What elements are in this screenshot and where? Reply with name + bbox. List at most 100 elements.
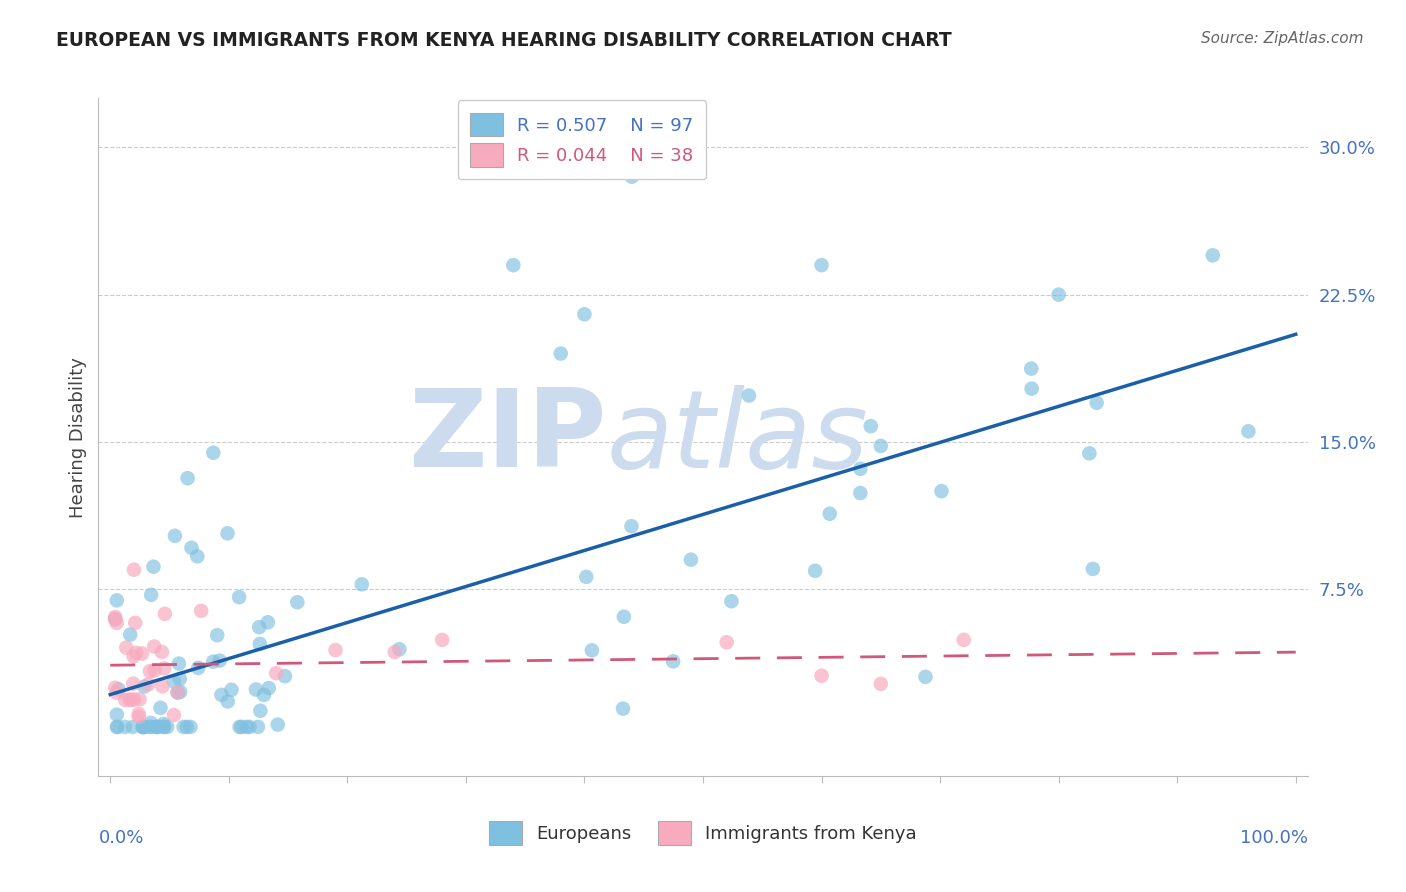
Point	[121, 720, 143, 734]
Point	[114, 693, 136, 707]
Text: EUROPEAN VS IMMIGRANTS FROM KENYA HEARING DISABILITY CORRELATION CHART: EUROPEAN VS IMMIGRANTS FROM KENYA HEARIN…	[56, 31, 952, 50]
Point	[122, 649, 145, 664]
Point	[849, 486, 872, 500]
Point	[142, 559, 165, 574]
Point	[105, 686, 128, 700]
Point	[228, 720, 250, 734]
Point	[146, 720, 169, 734]
Point	[105, 615, 128, 630]
Point	[613, 609, 636, 624]
Legend: Europeans, Immigrants from Kenya: Europeans, Immigrants from Kenya	[482, 814, 924, 852]
Point	[285, 595, 308, 609]
Point	[166, 685, 188, 699]
Point	[141, 588, 163, 602]
Point	[153, 720, 176, 734]
Point	[325, 643, 347, 657]
Point	[1078, 446, 1101, 460]
Point	[115, 640, 138, 655]
Point	[620, 519, 643, 533]
Point	[128, 706, 150, 721]
Point	[163, 708, 186, 723]
Point	[217, 526, 239, 541]
Point	[859, 419, 882, 434]
Point	[1237, 424, 1260, 438]
Point	[145, 720, 167, 734]
Point	[274, 669, 297, 683]
Point	[128, 692, 150, 706]
Point	[132, 720, 155, 734]
Point	[105, 720, 128, 734]
Point	[120, 693, 142, 707]
Point	[104, 610, 127, 624]
Point	[1021, 382, 1043, 396]
Point	[432, 632, 454, 647]
Point	[169, 672, 191, 686]
Point	[105, 720, 128, 734]
Point	[132, 720, 155, 734]
Text: ZIP: ZIP	[408, 384, 606, 490]
Point	[152, 679, 174, 693]
Point	[139, 715, 162, 730]
Point	[620, 169, 643, 184]
Text: Source: ZipAtlas.com: Source: ZipAtlas.com	[1201, 31, 1364, 46]
Point	[163, 529, 186, 543]
Point	[180, 541, 202, 555]
Point	[114, 720, 136, 734]
Point	[716, 635, 738, 649]
Point	[149, 701, 172, 715]
Point	[122, 676, 145, 690]
Point	[217, 694, 239, 708]
Point	[104, 612, 127, 626]
Point	[574, 307, 596, 321]
Point	[143, 664, 166, 678]
Point	[388, 642, 411, 657]
Point	[145, 720, 167, 734]
Point	[176, 720, 198, 734]
Point	[1085, 396, 1108, 410]
Point	[105, 707, 128, 722]
Point	[550, 346, 572, 360]
Point	[249, 704, 271, 718]
Point	[150, 645, 173, 659]
Point	[104, 612, 127, 626]
Point	[202, 446, 225, 460]
Text: 100.0%: 100.0%	[1240, 829, 1308, 847]
Point	[810, 669, 832, 683]
Point	[235, 720, 257, 734]
Point	[202, 655, 225, 669]
Point	[211, 688, 233, 702]
Point	[138, 677, 160, 691]
Point	[205, 628, 228, 642]
Point	[156, 720, 179, 734]
Point	[124, 615, 146, 630]
Point	[176, 471, 198, 485]
Point	[139, 664, 162, 678]
Point	[179, 720, 201, 734]
Point	[581, 643, 603, 657]
Point	[231, 720, 253, 734]
Point	[128, 710, 150, 724]
Point	[239, 720, 262, 734]
Point	[1081, 562, 1104, 576]
Point	[134, 680, 156, 694]
Text: atlas: atlas	[606, 384, 868, 490]
Point	[228, 590, 250, 604]
Point	[152, 717, 174, 731]
Point	[502, 258, 524, 272]
Point	[104, 681, 127, 695]
Point	[257, 615, 280, 630]
Point	[153, 607, 176, 621]
Point	[679, 552, 702, 566]
Point	[120, 627, 142, 641]
Point	[166, 686, 188, 700]
Point	[107, 682, 129, 697]
Point	[208, 654, 231, 668]
Point	[118, 692, 141, 706]
Point	[163, 674, 186, 689]
Point	[153, 661, 176, 675]
Point	[1202, 248, 1225, 262]
Point	[173, 720, 195, 734]
Point	[869, 439, 891, 453]
Point	[138, 720, 160, 734]
Point	[818, 507, 841, 521]
